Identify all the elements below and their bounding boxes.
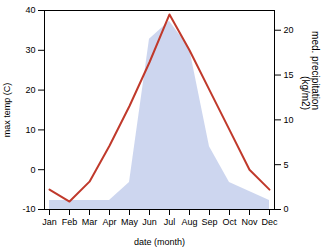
svg-text:Aug: Aug [181, 217, 197, 227]
svg-text:Mar: Mar [82, 217, 98, 227]
svg-text:0: 0 [284, 204, 289, 214]
svg-text:Jun: Jun [142, 217, 157, 227]
svg-text:10: 10 [25, 125, 35, 135]
svg-text:0: 0 [30, 165, 35, 175]
svg-text:Jul: Jul [164, 217, 176, 227]
svg-text:5: 5 [284, 160, 289, 170]
svg-text:Feb: Feb [62, 217, 78, 227]
svg-text:Oct: Oct [222, 217, 237, 227]
svg-text:May: May [121, 217, 139, 227]
svg-text:Apr: Apr [102, 217, 116, 227]
svg-text:15: 15 [284, 70, 294, 80]
svg-text:Sep: Sep [201, 217, 217, 227]
svg-text:-10: -10 [22, 204, 35, 214]
svg-text:Nov: Nov [241, 217, 258, 227]
svg-text:20: 20 [25, 85, 35, 95]
svg-text:date (month): date (month) [134, 237, 185, 247]
svg-text:40: 40 [25, 5, 35, 15]
svg-text:max temp (C): max temp (C) [2, 83, 12, 138]
svg-text:20: 20 [284, 25, 294, 35]
svg-text:30: 30 [25, 45, 35, 55]
svg-text:Jan: Jan [42, 217, 57, 227]
svg-text:Dec: Dec [261, 217, 278, 227]
svg-text:med. precipitation(kg/m2): med. precipitation(kg/m2) [300, 31, 321, 110]
svg-text:10: 10 [284, 115, 294, 125]
